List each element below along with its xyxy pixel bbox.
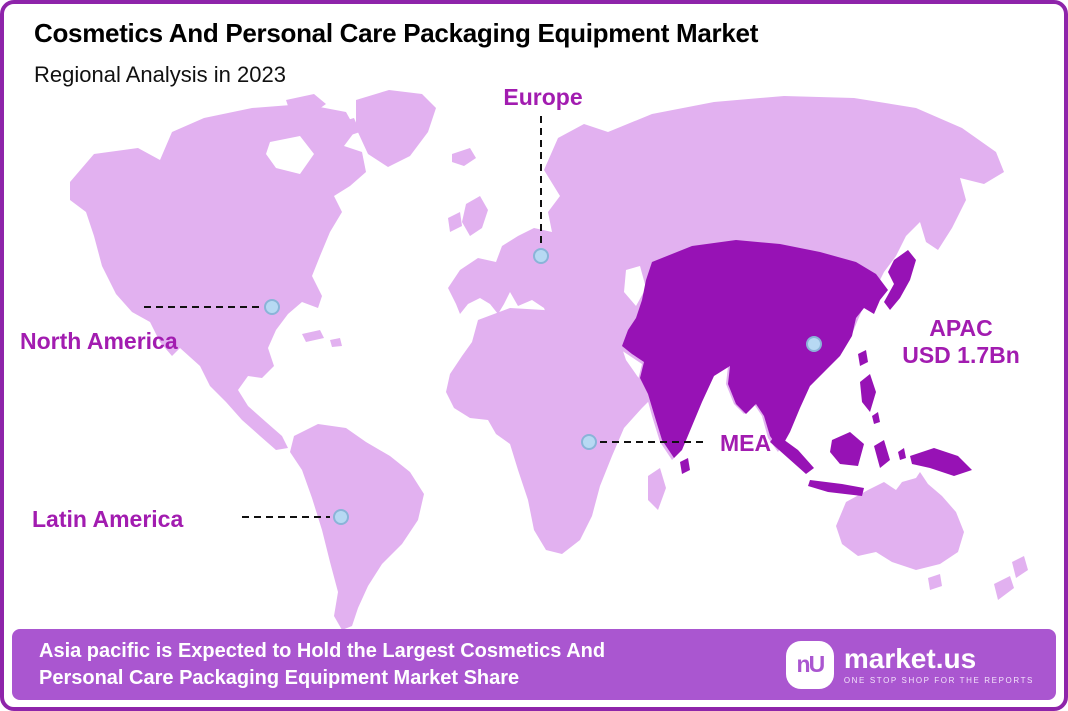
footer-headline-line1: Asia pacific is Expected to Hold the Lar… xyxy=(39,639,606,662)
landmass-south-america xyxy=(290,424,424,630)
footer-headline: Asia pacific is Expected to Hold the Lar… xyxy=(39,638,605,692)
marker-dot-latin-america xyxy=(333,509,349,525)
page-title: Cosmetics And Personal Care Packaging Eq… xyxy=(34,18,759,48)
marker-dot-europe xyxy=(533,248,549,264)
connector-lines xyxy=(144,116,704,518)
brand-name: market.us xyxy=(843,642,977,674)
landmass-sri-lanka xyxy=(680,458,690,474)
marker-dot-north-america xyxy=(264,299,280,315)
landmass-japan xyxy=(884,250,916,310)
region-label-mea: MEA xyxy=(720,430,772,456)
market-us-brand: nU market.us ONE STOP SHOP FOR THE REPOR… xyxy=(785,640,1034,689)
landmass-taiwan xyxy=(858,350,868,366)
footer-banner: Asia pacific is Expected to Hold the Lar… xyxy=(12,629,1056,700)
landmass-australia xyxy=(836,472,964,570)
landmass-caribbean xyxy=(302,330,342,347)
landmass-new-zealand xyxy=(994,556,1028,600)
brand-tagline: ONE STOP SHOP FOR THE REPORTS xyxy=(843,675,1034,685)
landmasses-light xyxy=(70,90,1028,630)
brand-text-block: market.us ONE STOP SHOP FOR THE REPORTS xyxy=(843,642,1034,685)
landmass-british-isles xyxy=(448,196,488,236)
landmass-indonesia xyxy=(770,432,972,496)
footer-headline-line2: Personal Care Packaging Equipment Market… xyxy=(39,666,520,689)
landmass-north-america xyxy=(70,104,366,450)
apac-region-name: APAC xyxy=(929,315,993,341)
page-subtitle: Regional Analysis in 2023 xyxy=(34,62,286,87)
region-markers xyxy=(264,248,822,525)
landmass-africa xyxy=(446,308,660,554)
region-label-europe: Europe xyxy=(503,84,583,110)
marker-dot-apac xyxy=(806,336,822,352)
region-label-latin-america: Latin America xyxy=(32,506,184,532)
landmass-greenland xyxy=(356,90,436,167)
landmass-tasmania xyxy=(928,574,942,590)
landmass-apac-mainland xyxy=(622,240,888,458)
market-us-logo-glyph: nU xyxy=(796,651,826,677)
landmasses-dark-apac xyxy=(622,240,972,496)
landmass-philippines xyxy=(860,374,880,424)
region-label-apac: APAC USD 1.7Bn xyxy=(894,315,1028,369)
marker-dot-mea xyxy=(581,434,597,450)
apac-region-value: USD 1.7Bn xyxy=(902,342,1020,368)
landmass-madagascar xyxy=(648,468,666,510)
landmass-iceland xyxy=(452,148,476,166)
region-label-north-america: North America xyxy=(20,328,178,354)
world-map xyxy=(70,90,1028,630)
market-us-logo-icon: nU xyxy=(785,640,834,689)
